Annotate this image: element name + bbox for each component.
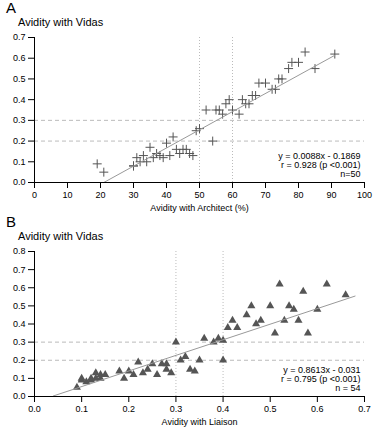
svg-text:0.8: 0.8 [13,246,26,256]
svg-text:Avidity with Liaison: Avidity with Liaison [162,417,238,427]
svg-text:0.6: 0.6 [13,53,26,63]
svg-text:0.2: 0.2 [123,404,136,414]
svg-text:0.4: 0.4 [13,319,26,329]
svg-text:30: 30 [128,190,138,200]
svg-text:0.1: 0.1 [13,373,26,383]
svg-text:0.5: 0.5 [264,404,277,414]
svg-text:Avidity with Architect (%): Avidity with Architect (%) [150,203,248,213]
svg-text:80: 80 [293,190,303,200]
svg-text:0.0: 0.0 [13,391,26,401]
svg-text:70: 70 [260,190,270,200]
svg-text:0.3: 0.3 [13,115,26,125]
html-text:B: B [6,213,16,230]
svg-text:0.1: 0.1 [75,404,88,414]
svg-text:y = 0.0088x - 0.1869r = 0.928: y = 0.0088x - 0.1869r = 0.928 (p <0.001)… [278,151,360,179]
svg-text:0.7: 0.7 [13,32,26,42]
svg-text:0: 0 [32,190,37,200]
svg-text:0.4: 0.4 [217,404,230,414]
svg-text:100: 100 [357,190,372,200]
svg-text:0.5: 0.5 [13,74,26,84]
svg-text:0.2: 0.2 [13,136,26,146]
svg-text:0.7: 0.7 [13,265,26,275]
svg-text:0.6: 0.6 [13,283,26,293]
svg-text:90: 90 [326,190,336,200]
svg-text:40: 40 [161,190,171,200]
html-text:Avidity with Vidas: Avidity with Vidas [18,230,104,242]
svg-text:0.7: 0.7 [358,404,371,414]
html-text:A: A [6,0,16,16]
svg-text:0.3: 0.3 [13,337,26,347]
svg-text:y = 0.8613x - 0.031r = 0.795 (: y = 0.8613x - 0.031r = 0.795 (p <0.001)n… [281,365,361,393]
svg-text:0.4: 0.4 [13,95,26,105]
svg-text:0.3: 0.3 [170,404,183,414]
svg-text:0.5: 0.5 [13,301,26,311]
svg-text:0.0: 0.0 [13,177,26,187]
html-text:Avidity with Vidas: Avidity with Vidas [18,16,104,28]
svg-text:0.1: 0.1 [13,157,26,167]
svg-text:0.6: 0.6 [311,404,324,414]
svg-text:20: 20 [95,190,105,200]
svg-text:60: 60 [227,190,237,200]
svg-text:50: 50 [194,190,204,200]
svg-text:0.0: 0.0 [28,404,41,414]
svg-text:0.2: 0.2 [13,355,26,365]
svg-text:10: 10 [62,190,72,200]
